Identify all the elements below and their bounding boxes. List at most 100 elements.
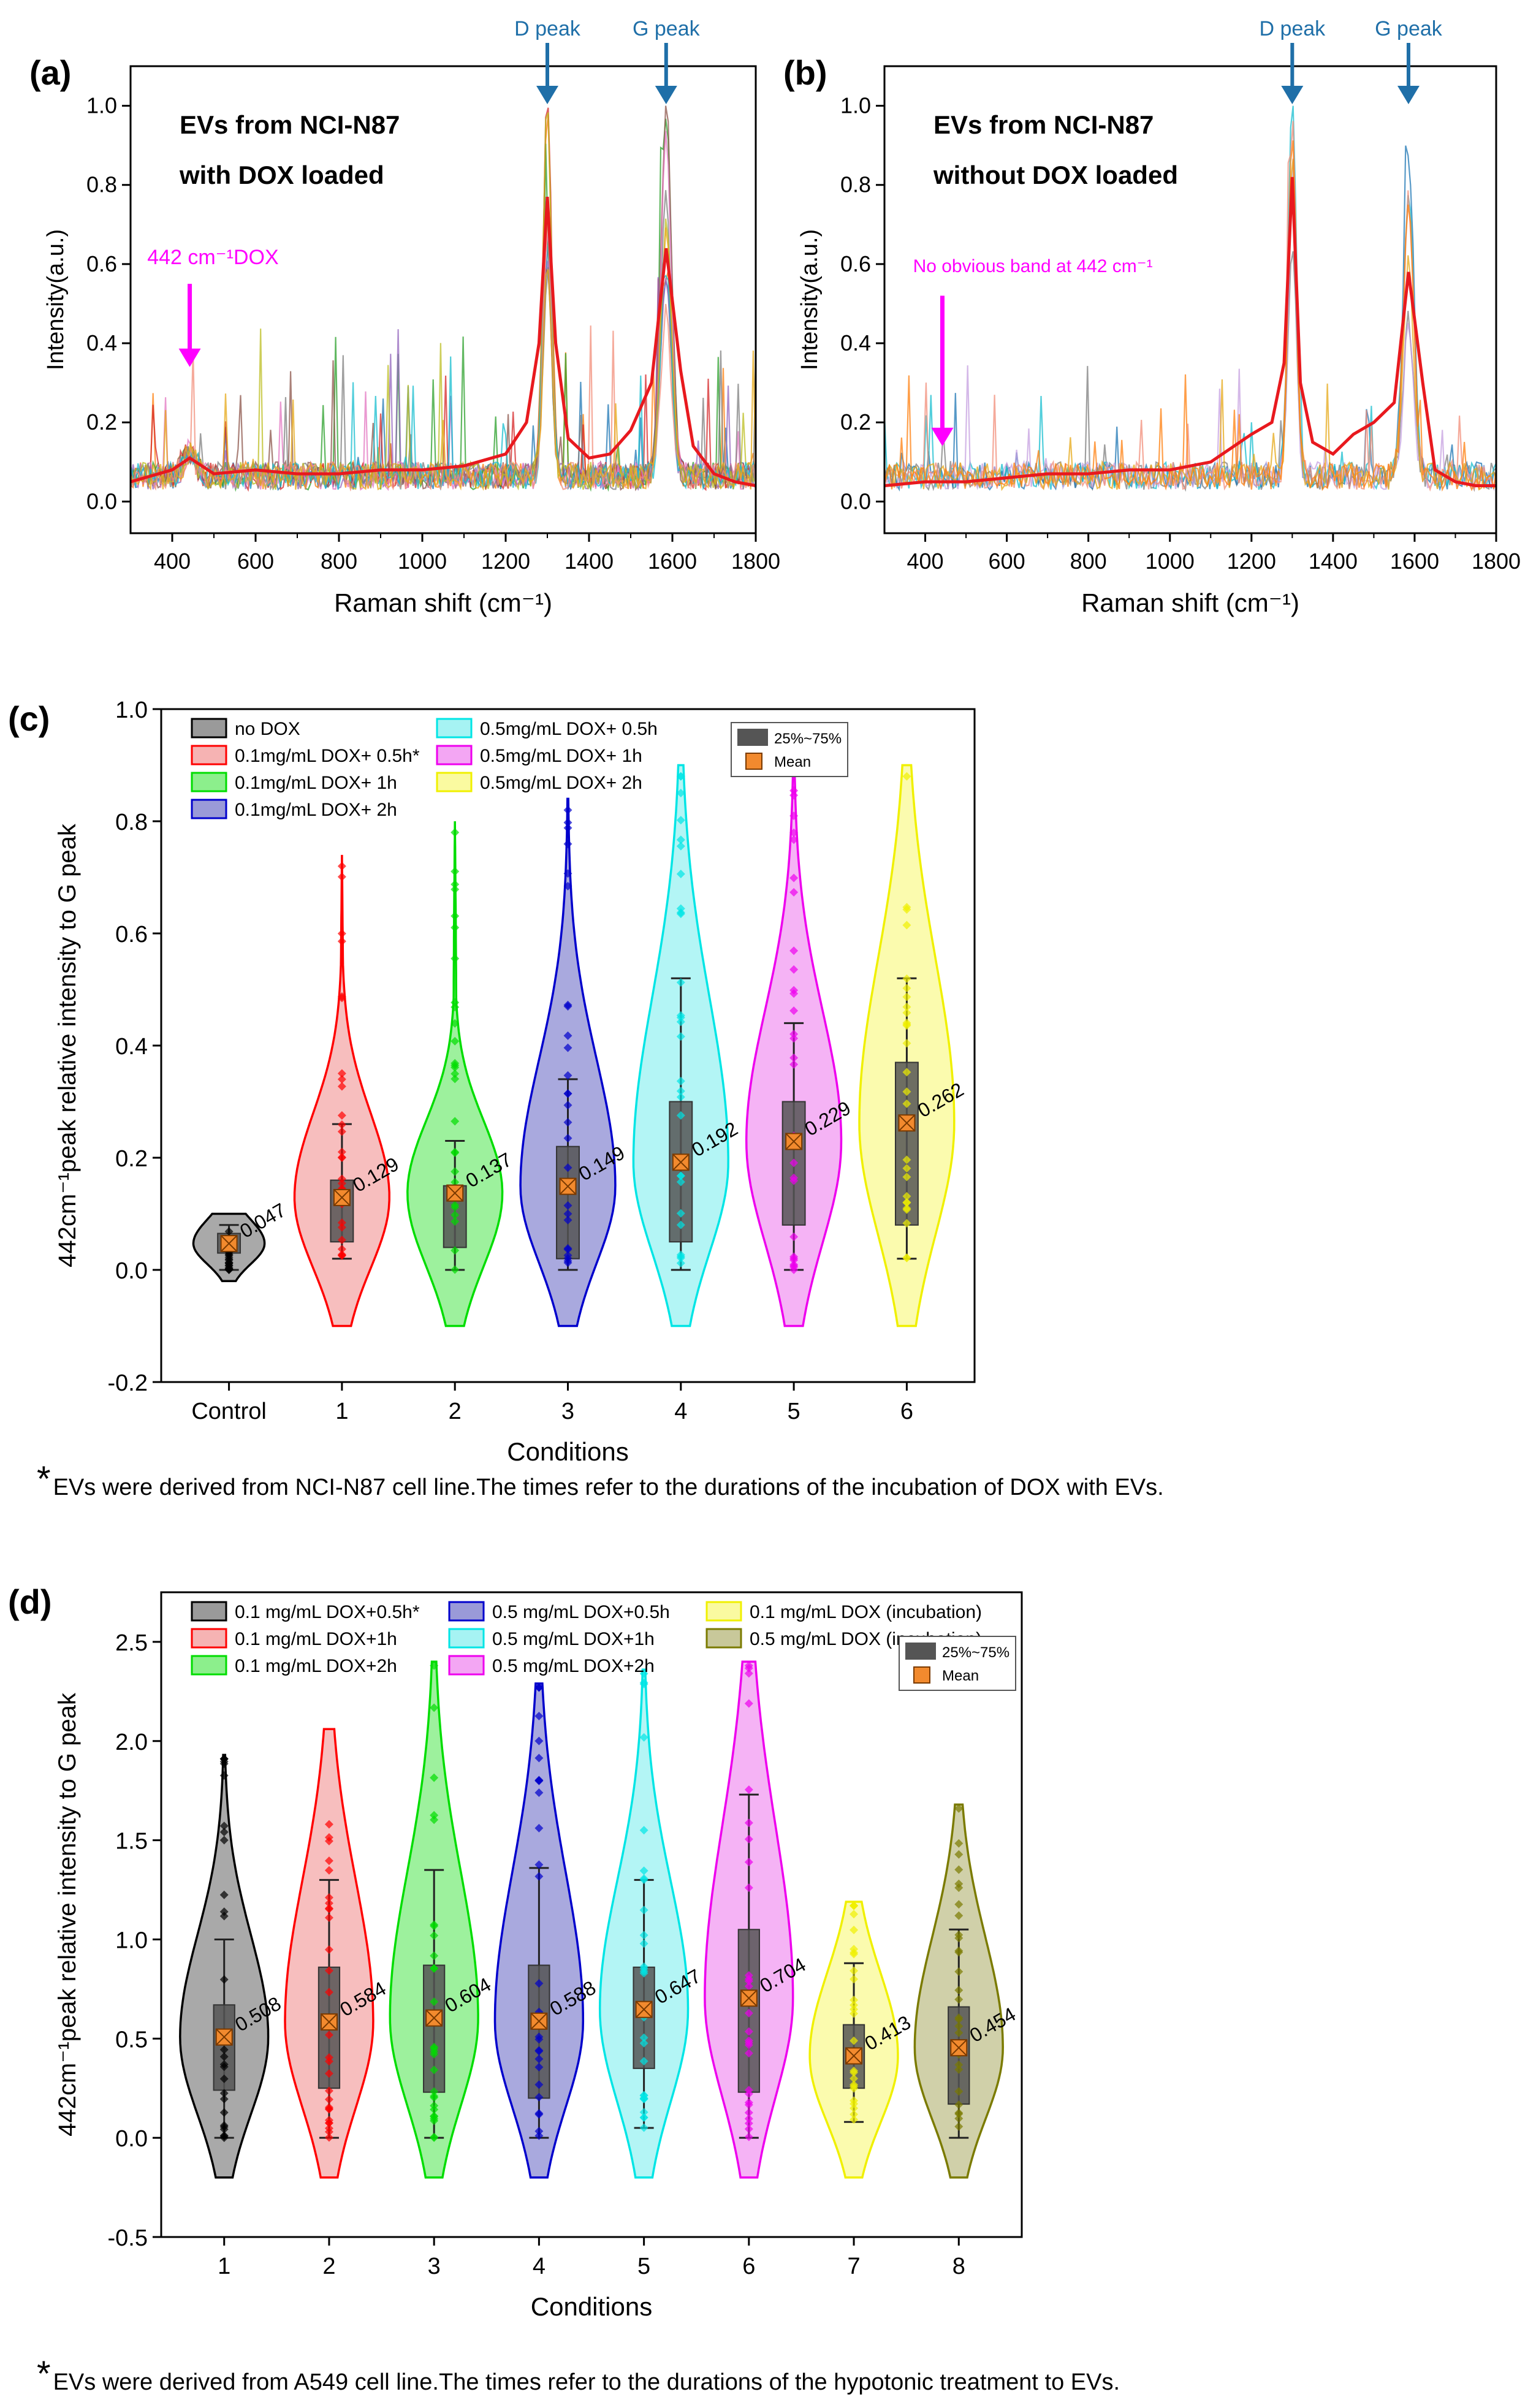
annotation-arrow xyxy=(931,295,954,446)
data-point xyxy=(219,2060,229,2069)
legend-swatch xyxy=(191,799,227,819)
annotation-arrow xyxy=(178,284,201,367)
data-point xyxy=(744,1785,753,1795)
data-point xyxy=(534,2110,544,2119)
y-tick-label: 0.4 xyxy=(86,330,117,355)
data-point xyxy=(639,1874,648,1883)
x-tick-label: 1600 xyxy=(1390,549,1439,574)
data-point xyxy=(219,1907,229,1916)
data-point xyxy=(324,1820,333,1829)
data-point xyxy=(954,1986,964,1995)
data-point xyxy=(451,1036,460,1046)
data-point xyxy=(430,1815,439,1825)
data-point xyxy=(789,1034,799,1043)
data-point xyxy=(451,954,460,963)
data-point xyxy=(219,1912,229,1921)
legend-label: 0.1mg/mL DOX+ 0.5h* xyxy=(235,746,420,766)
legend-label: 0.5 mg/mL DOX+1h xyxy=(492,1629,655,1649)
legend-swatch xyxy=(191,718,227,739)
data-point xyxy=(563,840,572,849)
data-point xyxy=(430,1964,439,1973)
data-point xyxy=(789,811,799,821)
data-point xyxy=(954,1900,964,1909)
y-tick-label: 0.8 xyxy=(840,172,871,197)
data-point xyxy=(954,2021,964,2030)
data-point xyxy=(639,1939,648,1948)
x-tick-label: 1800 xyxy=(731,549,780,574)
data-point xyxy=(676,1011,685,1020)
y-tick-label: 0.4 xyxy=(840,330,871,355)
legend-swatch xyxy=(191,1628,227,1649)
data-point xyxy=(451,1019,460,1028)
data-point xyxy=(850,1901,859,1910)
legend-swatch xyxy=(436,772,473,792)
data-point xyxy=(676,1177,685,1187)
data-point xyxy=(789,887,799,897)
footnote-d-text: EVs were derived from A549 cell line.The… xyxy=(53,2369,1120,2395)
spectrum-trace-11 xyxy=(130,227,757,491)
data-point xyxy=(676,1017,685,1027)
data-point xyxy=(324,1913,333,1922)
data-point xyxy=(789,946,799,955)
data-point xyxy=(337,1147,346,1157)
data-point xyxy=(676,908,685,917)
data-point xyxy=(954,1865,964,1874)
y-tick-label: 1.0 xyxy=(840,93,871,118)
data-point xyxy=(324,1866,333,1875)
x-tick-label: 600 xyxy=(237,549,274,574)
data-point xyxy=(451,923,460,932)
data-point xyxy=(902,1218,911,1228)
data-point xyxy=(451,1003,460,1012)
data-point xyxy=(337,929,346,938)
legend-swatch xyxy=(448,1655,485,1676)
legend-label: 0.5 mg/mL DOX+0.5h xyxy=(492,1602,670,1622)
data-point xyxy=(337,1218,346,1227)
data-point xyxy=(430,2065,439,2075)
y-tick-label: 2.5 xyxy=(115,1630,148,1656)
legend-label: 0.1mg/mL DOX+ 2h xyxy=(235,800,397,820)
data-point xyxy=(563,1001,572,1011)
y-axis-title: 442cm⁻¹peak relative intensity to G peak xyxy=(54,1692,81,2136)
x-axis-title: Raman shift (cm⁻¹) xyxy=(334,588,552,617)
data-point xyxy=(337,1251,346,1260)
data-point xyxy=(337,1153,346,1162)
data-point xyxy=(534,1823,544,1833)
legend-swatch xyxy=(705,1628,742,1649)
data-point xyxy=(451,1069,460,1078)
data-point xyxy=(563,1254,572,1263)
data-point xyxy=(954,1879,964,1888)
data-point xyxy=(563,1163,572,1172)
data-point xyxy=(744,1834,753,1844)
data-point xyxy=(219,1890,229,1899)
x-tick-label: 5 xyxy=(788,1399,800,1424)
data-point xyxy=(337,1082,346,1091)
data-point xyxy=(219,1836,229,1845)
x-tick-label: 400 xyxy=(154,549,191,574)
x-tick-label: 1800 xyxy=(1472,549,1521,574)
data-point xyxy=(219,2045,229,2054)
data-point xyxy=(451,879,460,889)
data-point xyxy=(563,1245,572,1254)
data-point xyxy=(954,1995,964,2004)
plot-frame xyxy=(160,1591,1023,2238)
legend-swatch xyxy=(436,745,473,765)
data-point xyxy=(902,1003,911,1012)
data-point xyxy=(534,2054,544,2064)
data-point xyxy=(563,1089,572,1098)
x-tick-label: 2 xyxy=(449,1399,462,1424)
data-point xyxy=(850,2084,859,2093)
box-legend-label: 25%~75% xyxy=(774,731,842,747)
data-point xyxy=(451,1074,460,1084)
data-point xyxy=(219,2094,229,2103)
legend-swatch xyxy=(705,1601,742,1622)
mean-legend-swatch xyxy=(913,1666,930,1684)
data-point xyxy=(902,772,911,781)
data-point xyxy=(954,2100,964,2110)
data-point xyxy=(534,1788,544,1798)
data-point xyxy=(850,1975,859,1984)
data-point xyxy=(324,1988,333,1997)
data-point xyxy=(430,1773,439,1782)
